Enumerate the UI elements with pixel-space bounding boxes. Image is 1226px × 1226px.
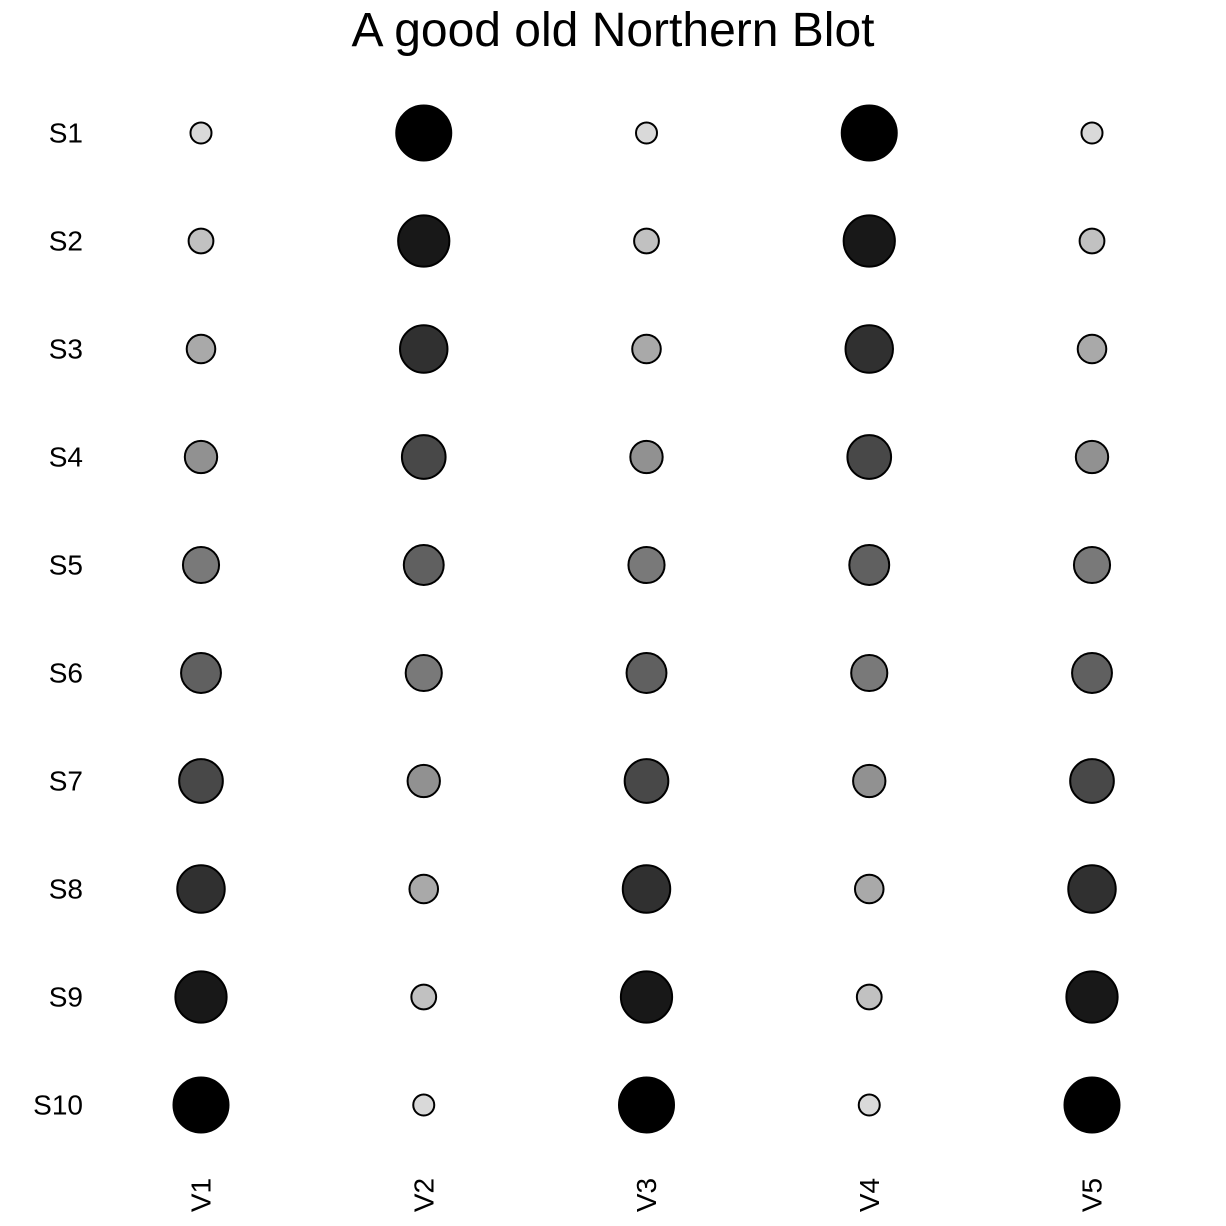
dot-s7-v5: [1069, 758, 1115, 804]
dot-s10-v1: [172, 1076, 230, 1134]
dot-s8-v5: [1067, 864, 1117, 914]
dot-s10-v4: [857, 1093, 881, 1117]
dot-s3-v1: [185, 333, 217, 365]
dot-s3-v4: [844, 324, 894, 374]
dot-s4-v4: [846, 434, 893, 480]
dot-s5-v4: [848, 544, 891, 586]
chart-title: A good old Northern Blot: [351, 4, 874, 57]
column-label-v3: V3: [631, 1178, 662, 1212]
dot-s7-v1: [178, 758, 224, 804]
row-label-s5: S5: [49, 550, 83, 581]
dot-s1-v2: [395, 104, 453, 162]
dot-s1-v4: [840, 104, 898, 162]
column-labels: V1 V2 V3 V4 V5: [186, 1178, 1108, 1212]
row-label-s9: S9: [49, 982, 83, 1013]
dot-s3-v2: [399, 324, 449, 374]
dot-s6-v4: [850, 653, 889, 693]
row-label-s2: S2: [49, 226, 83, 257]
dot-s8-v1: [176, 864, 226, 914]
dot-s8-v2: [408, 873, 440, 905]
dot-s8-v4: [853, 873, 885, 905]
dot-s7-v2: [406, 763, 441, 799]
dot-s10-v5: [1063, 1076, 1121, 1134]
dot-grid: [172, 104, 1121, 1134]
column-label-v5: V5: [1077, 1178, 1108, 1212]
dot-s2-v4: [842, 214, 896, 268]
dot-s1-v3: [635, 121, 658, 145]
dot-s4-v3: [629, 439, 664, 475]
dot-s4-v5: [1074, 439, 1110, 475]
column-label-v4: V4: [854, 1178, 885, 1212]
column-label-v2: V2: [408, 1178, 439, 1212]
dot-s7-v4: [852, 763, 887, 799]
dot-s7-v3: [623, 758, 670, 804]
dot-s1-v5: [1080, 121, 1104, 145]
row-label-s3: S3: [49, 334, 83, 365]
row-label-s7: S7: [49, 766, 83, 797]
dot-s9-v4: [855, 983, 883, 1011]
dot-s4-v1: [183, 439, 219, 475]
dot-s2-v5: [1078, 227, 1106, 255]
row-label-s10: S10: [33, 1090, 83, 1121]
dot-s8-v3: [621, 864, 672, 914]
dot-s9-v3: [619, 970, 674, 1024]
row-label-s4: S4: [49, 442, 83, 473]
dot-s6-v3: [625, 652, 668, 694]
dot-s2-v1: [187, 227, 215, 255]
column-label-v1: V1: [186, 1178, 217, 1212]
dot-s5-v5: [1072, 545, 1112, 585]
dot-s3-v3: [631, 333, 662, 365]
dot-s2-v3: [633, 227, 660, 255]
dot-s9-v2: [410, 983, 438, 1011]
dot-s2-v2: [397, 214, 451, 268]
row-label-s1: S1: [49, 118, 83, 149]
dot-s5-v1: [181, 545, 221, 585]
row-label-s8: S8: [49, 874, 83, 905]
dot-s10-v2: [412, 1093, 436, 1117]
dot-s4-v2: [400, 434, 447, 480]
dot-s5-v2: [402, 544, 445, 586]
dot-s9-v1: [174, 970, 228, 1024]
dot-s6-v2: [404, 653, 443, 693]
dot-s5-v3: [627, 545, 666, 585]
row-labels: S1 S2 S3 S4 S5 S6 S7 S8 S9 S10: [33, 118, 83, 1121]
dot-s3-v5: [1076, 333, 1108, 365]
dot-s10-v3: [618, 1076, 675, 1134]
dot-s9-v5: [1065, 970, 1119, 1024]
dot-s6-v1: [180, 652, 222, 694]
dot-s1-v1: [189, 121, 213, 145]
row-label-s6: S6: [49, 658, 83, 689]
dot-s6-v5: [1071, 652, 1113, 694]
